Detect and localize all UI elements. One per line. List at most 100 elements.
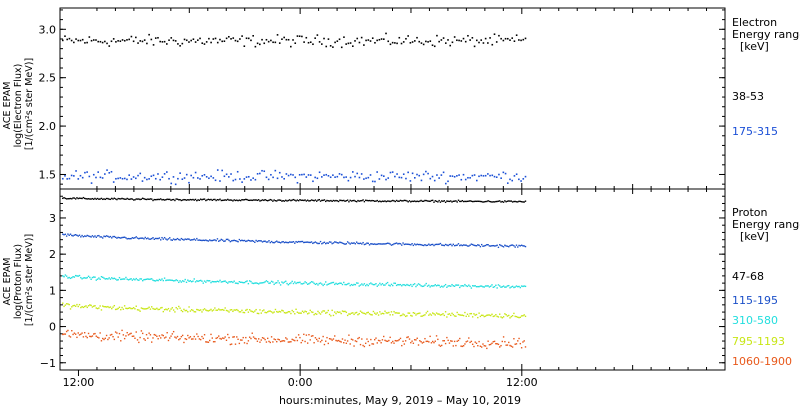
- data-point-795-1193: [308, 312, 310, 314]
- data-point-175-315: [383, 175, 385, 177]
- data-point-1060-1900: [522, 341, 524, 343]
- data-point-115-195: [363, 243, 366, 246]
- data-point-38-53: [336, 40, 339, 42]
- data-point-38-53: [334, 41, 336, 44]
- data-point-38-53: [130, 35, 133, 38]
- data-point-47-68: [509, 200, 511, 202]
- data-point-795-1193: [413, 312, 416, 315]
- data-point-795-1193: [169, 310, 171, 312]
- data-point-115-195: [291, 241, 293, 243]
- data-point-115-195: [85, 235, 87, 238]
- data-point-310-580: [514, 286, 516, 288]
- data-point-310-580: [484, 285, 487, 287]
- data-point-1060-1900: [153, 333, 155, 336]
- data-point-115-195: [464, 244, 466, 246]
- data-point-38-53: [451, 41, 454, 44]
- data-point-1060-1900: [309, 339, 311, 341]
- data-point-1060-1900: [430, 342, 433, 344]
- data-point-115-195: [510, 244, 513, 246]
- data-point-795-1193: [242, 311, 244, 314]
- data-point-47-68: [470, 200, 473, 202]
- data-point-1060-1900: [358, 336, 360, 339]
- data-point-1060-1900: [475, 342, 478, 344]
- data-point-795-1193: [77, 305, 79, 308]
- x-axis-title: hours:minutes, May 9, 2019 – May 10, 201…: [279, 394, 521, 407]
- data-point-310-580: [383, 284, 385, 286]
- data-point-47-68: [466, 200, 469, 203]
- data-point-310-580: [254, 282, 256, 284]
- data-point-38-53: [396, 42, 398, 45]
- data-point-1060-1900: [196, 333, 198, 335]
- data-point-175-315: [515, 173, 518, 176]
- data-point-175-315: [298, 173, 301, 176]
- data-point-310-580: [272, 281, 274, 283]
- data-point-115-195: [160, 239, 162, 241]
- data-point-47-68: [442, 200, 444, 203]
- data-point-47-68: [422, 200, 425, 202]
- data-point-47-68: [413, 200, 416, 202]
- data-point-115-195: [157, 237, 159, 240]
- data-point-310-580: [392, 284, 394, 287]
- data-point-115-195: [480, 243, 483, 246]
- data-point-310-580: [348, 282, 350, 285]
- data-point-115-195: [105, 235, 108, 237]
- data-point-47-68: [170, 199, 172, 201]
- data-point-38-53: [66, 38, 68, 41]
- data-point-175-315: [181, 178, 184, 181]
- data-point-115-195: [318, 242, 320, 245]
- data-point-47-68: [344, 200, 346, 202]
- data-point-47-68: [477, 200, 479, 202]
- data-point-795-1193: [185, 309, 188, 312]
- data-point-115-195: [246, 240, 248, 242]
- data-point-175-315: [329, 176, 332, 179]
- data-point-115-195: [278, 241, 281, 243]
- data-point-795-1193: [152, 307, 154, 310]
- data-point-1060-1900: [157, 338, 159, 340]
- data-point-175-315: [254, 178, 257, 181]
- data-point-175-315: [504, 172, 507, 175]
- data-point-795-1193: [336, 311, 339, 313]
- data-point-38-53: [469, 39, 471, 41]
- data-point-795-1193: [139, 310, 141, 312]
- data-point-175-315: [309, 174, 312, 176]
- data-point-795-1193: [255, 308, 257, 311]
- data-point-47-68: [230, 199, 233, 201]
- data-point-310-580: [87, 275, 90, 278]
- data-point-115-195: [343, 242, 345, 245]
- data-point-1060-1900: [225, 339, 228, 341]
- data-point-47-68: [389, 200, 391, 203]
- data-point-115-195: [277, 241, 279, 243]
- data-point-795-1193: [190, 309, 193, 311]
- data-point-1060-1900: [241, 339, 243, 341]
- data-point-38-53: [121, 39, 124, 41]
- data-point-1060-1900: [287, 341, 290, 343]
- data-point-795-1193: [268, 310, 270, 312]
- data-point-310-580: [471, 285, 474, 287]
- data-point-47-68: [384, 200, 386, 202]
- legend-entry-proton-115-195: 115-195: [732, 294, 778, 307]
- data-point-175-315: [119, 177, 122, 179]
- data-point-310-580: [323, 283, 326, 285]
- data-point-310-580: [80, 276, 82, 279]
- data-point-115-195: [228, 239, 230, 242]
- data-point-175-315: [234, 178, 237, 181]
- data-point-795-1193: [328, 313, 331, 316]
- data-point-795-1193: [229, 309, 232, 311]
- data-point-47-68: [471, 200, 474, 203]
- data-point-38-53: [148, 33, 150, 36]
- data-point-175-315: [104, 173, 106, 175]
- data-point-115-195: [193, 238, 195, 240]
- data-point-310-580: [148, 278, 150, 281]
- data-point-1060-1900: [252, 336, 255, 338]
- data-point-310-580: [132, 278, 135, 280]
- data-point-795-1193: [425, 312, 427, 314]
- data-point-1060-1900: [198, 338, 201, 340]
- data-point-47-68: [68, 197, 70, 200]
- data-point-795-1193: [334, 311, 336, 313]
- data-point-115-195: [297, 240, 300, 243]
- data-point-115-195: [219, 239, 221, 242]
- data-point-1060-1900: [175, 337, 177, 339]
- data-point-1060-1900: [322, 335, 324, 338]
- data-point-115-195: [89, 235, 91, 238]
- data-point-175-315: [312, 180, 314, 183]
